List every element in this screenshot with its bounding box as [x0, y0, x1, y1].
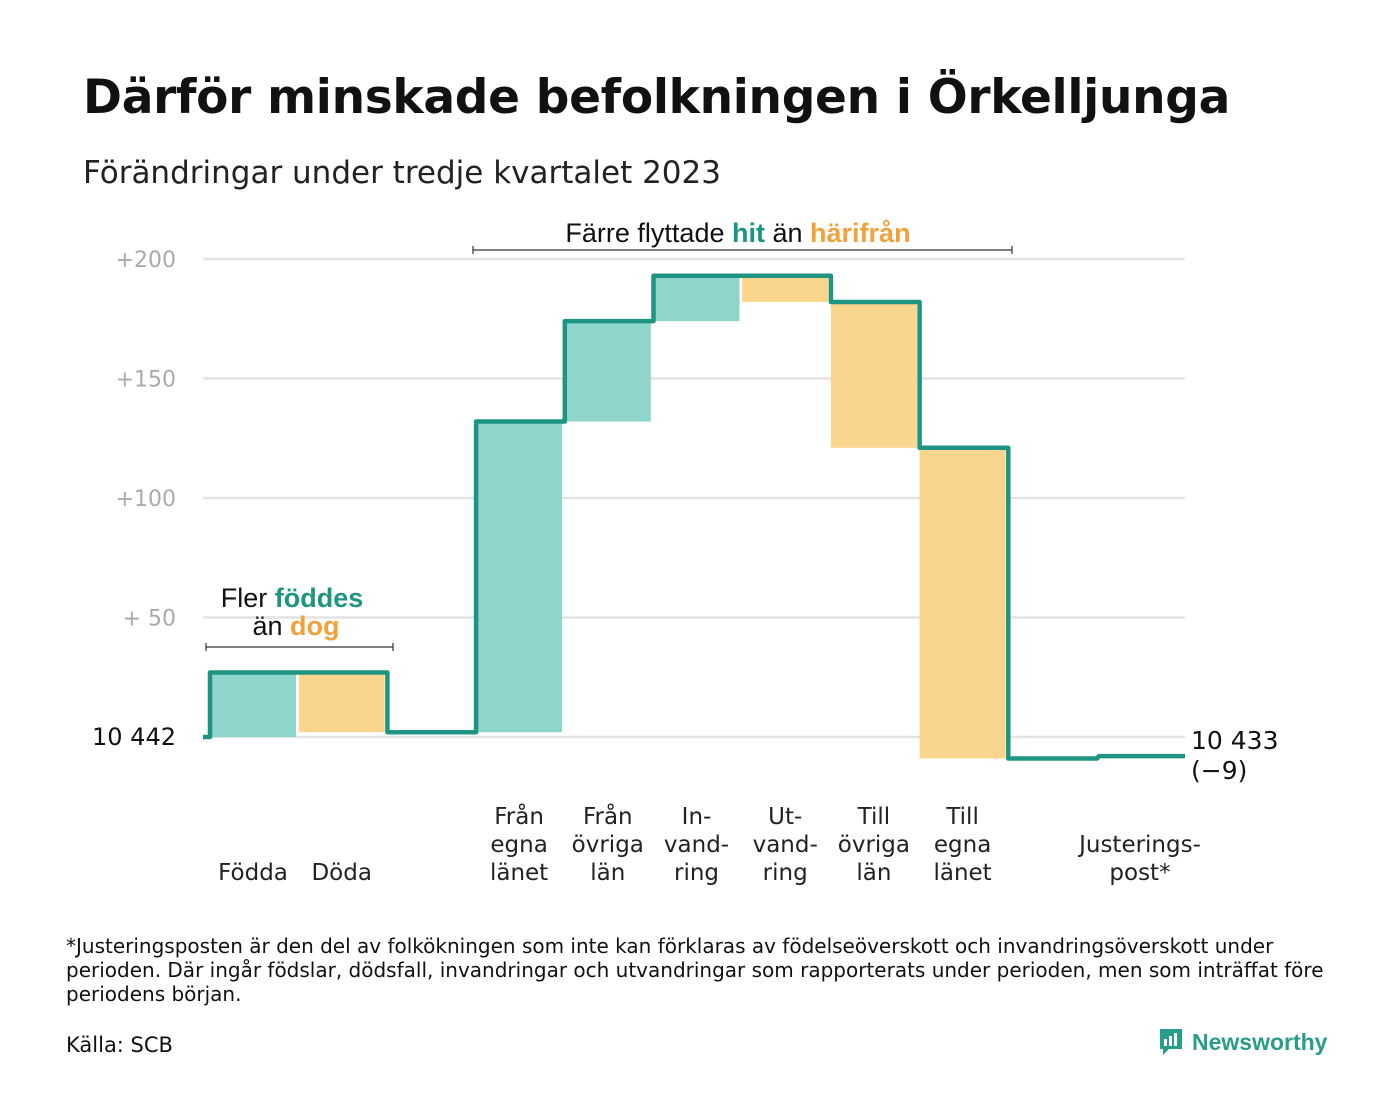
x-category-label: Döda [311, 860, 371, 886]
waterfall-bar [298, 672, 385, 733]
footnote: *Justeringsposten är den del av folkökni… [66, 934, 1324, 1006]
newsworthy-logo-icon [1160, 1029, 1182, 1055]
x-category-label: ring [763, 860, 808, 886]
births-annotation-prefix: Fler [221, 583, 275, 613]
x-category-label: egna [934, 832, 991, 858]
x-category-label: post* [1109, 860, 1170, 886]
cumulative-step-line [203, 273, 1185, 761]
waterfall-bar [742, 275, 829, 303]
waterfall-bar [653, 275, 740, 322]
x-category-label: Justerings- [1077, 832, 1201, 858]
brand-logo[interactable]: Newsworthy [1158, 1027, 1327, 1057]
end-value-label: 10 433 [1191, 726, 1278, 755]
chart-subtitle: Förändringar under tredje kvartalet 2023 [83, 155, 721, 191]
x-category-label: Från [494, 802, 544, 830]
x-category-label: län [856, 860, 891, 886]
x-category-label: övriga [838, 832, 910, 858]
start-value-label: 10 442 [92, 723, 176, 751]
x-category-label: Ut- [768, 804, 802, 830]
brand-name: Newsworthy [1192, 1028, 1328, 1055]
migration-annotation-highlight2: härifrån [810, 218, 911, 248]
y-tick-label: +100 [116, 487, 176, 512]
births-annotation-line1: Fler föddes [221, 583, 364, 613]
x-category-label: ring [674, 860, 719, 886]
grid-lines [203, 257, 1185, 739]
waterfall-bar [476, 421, 563, 733]
x-category-label: länet [490, 860, 548, 886]
x-category-label: In- [682, 804, 712, 830]
x-category-label: län [590, 860, 625, 886]
waterfall-bar [919, 447, 1006, 759]
x-category-label: Till [857, 804, 891, 830]
x-category-label: vand- [664, 832, 729, 858]
migration-annotation: Färre flyttade hit än härifrån [565, 218, 910, 248]
x-category-label: Till [945, 804, 979, 830]
x-category-label: Från [583, 802, 633, 830]
births-annotation-line2: än dog [252, 611, 339, 641]
waterfall-bar [830, 302, 917, 448]
x-category-label: länet [933, 860, 991, 886]
chart-title: Därför minskade befolkningen i Örkelljun… [83, 70, 1231, 125]
births-annotation-highlight: föddes [275, 583, 364, 613]
migration-annotation-highlight: hit [732, 218, 765, 248]
x-category-label: vand- [753, 832, 818, 858]
x-category-label: egna [490, 832, 547, 858]
migration-annotation-middle: än [765, 218, 810, 248]
x-category-label: övriga [572, 832, 644, 858]
y-tick-label: +150 [116, 368, 176, 393]
births-annotation-highlight2: dog [290, 611, 339, 641]
x-category-label: Födda [218, 860, 288, 886]
births-annotation-prefix2: än [252, 611, 290, 641]
y-tick-label: +200 [116, 248, 176, 273]
waterfall-bar [210, 672, 296, 737]
migration-annotation-prefix: Färre flyttade [565, 218, 732, 248]
end-change-label: (−9) [1191, 756, 1247, 785]
y-tick-label: + 50 [123, 607, 176, 632]
bars [210, 275, 1006, 759]
source-label: Källa: SCB [66, 1033, 173, 1057]
waterfall-bar [564, 321, 651, 422]
cumulative-line [203, 273, 1185, 761]
